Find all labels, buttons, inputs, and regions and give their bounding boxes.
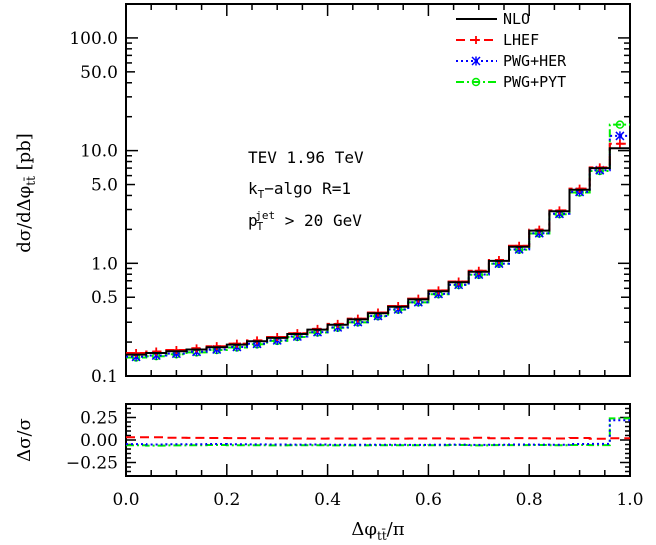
- series-line-pwg-pyt: [126, 123, 630, 359]
- data-point: [132, 348, 141, 357]
- data-point: [192, 344, 201, 353]
- y-tick-label: −0.25: [66, 454, 118, 474]
- data-point: [152, 347, 161, 356]
- y-tick-label: 0.00: [80, 431, 118, 451]
- data-point: [472, 36, 480, 44]
- x-tick-label: 0.8: [516, 490, 543, 510]
- data-point: [615, 131, 625, 141]
- series-line-nlo: [126, 147, 630, 356]
- data-point: [471, 77, 481, 87]
- x-tick-label: 0.6: [415, 490, 442, 510]
- y-tick-label: 0.1: [91, 367, 118, 387]
- ratio-line-lhef: [126, 436, 630, 440]
- series-line-pwg-her: [126, 134, 630, 358]
- y-tick-label: 5.0: [91, 176, 118, 196]
- annotation-algorithm: kT−algo R=1: [248, 179, 351, 201]
- legend-label-pwg-pyt: PWG+PYT: [503, 73, 566, 91]
- data-point: [471, 56, 481, 66]
- y-tick-label: 0.5: [91, 288, 118, 308]
- legend: NLO LHEF PWG+HER PWG+PYT: [456, 10, 567, 91]
- annotation-energy: TEV 1.96 TeV: [248, 148, 364, 167]
- legend-label-lhef: LHEF: [503, 31, 539, 49]
- ratio-line-pwg-her: [126, 419, 630, 446]
- x-tick-label: 0.0: [112, 490, 139, 510]
- top-series-group: [126, 120, 630, 362]
- y-tick-label: 10.0: [80, 142, 118, 162]
- annotation-pt-cut: pTjet > 20 GeV: [248, 209, 362, 233]
- data-point: [575, 184, 584, 193]
- ratio-series-group: [126, 417, 630, 447]
- x-axis-title: Δφtt̄/π: [351, 519, 404, 543]
- y-tick-label: 1.0: [91, 254, 118, 274]
- x-tick-label: 1.0: [616, 490, 643, 510]
- top-panel: 0.1 0.5 1.0 5.0 10.0 50.0 100.0 NLO LHEF PWG+HER P…: [69, 3, 631, 387]
- legend-label-pwg-her: PWG+HER: [503, 52, 567, 70]
- y-tick-label: 50.0: [80, 63, 118, 83]
- data-point: [615, 139, 624, 148]
- legend-label-nlo: NLO: [503, 10, 530, 28]
- y-tick-label: 0.25: [80, 409, 118, 429]
- series-line-lhef: [126, 142, 630, 354]
- y-axis-title-ratio: Δσ/σ: [14, 418, 35, 462]
- y-tick-label: 100.0: [69, 29, 118, 49]
- ratio-plot-frame: [125, 403, 631, 477]
- data-point: [212, 342, 221, 351]
- data-point: [615, 120, 625, 129]
- data-point: [172, 346, 181, 355]
- x-tick-label: 0.4: [314, 490, 341, 510]
- data-point: [232, 339, 241, 348]
- ratio-panel: 0.0 0.2 0.4 0.6 0.8 1.0 −0.25 0.000.25: [66, 403, 644, 510]
- ratio-line-pwg-pyt: [126, 417, 630, 447]
- x-tick-label: 0.2: [213, 490, 240, 510]
- data-point: [474, 266, 483, 275]
- y-axis-title-top: dσ/dΔφtt̄ [pb]: [14, 133, 38, 252]
